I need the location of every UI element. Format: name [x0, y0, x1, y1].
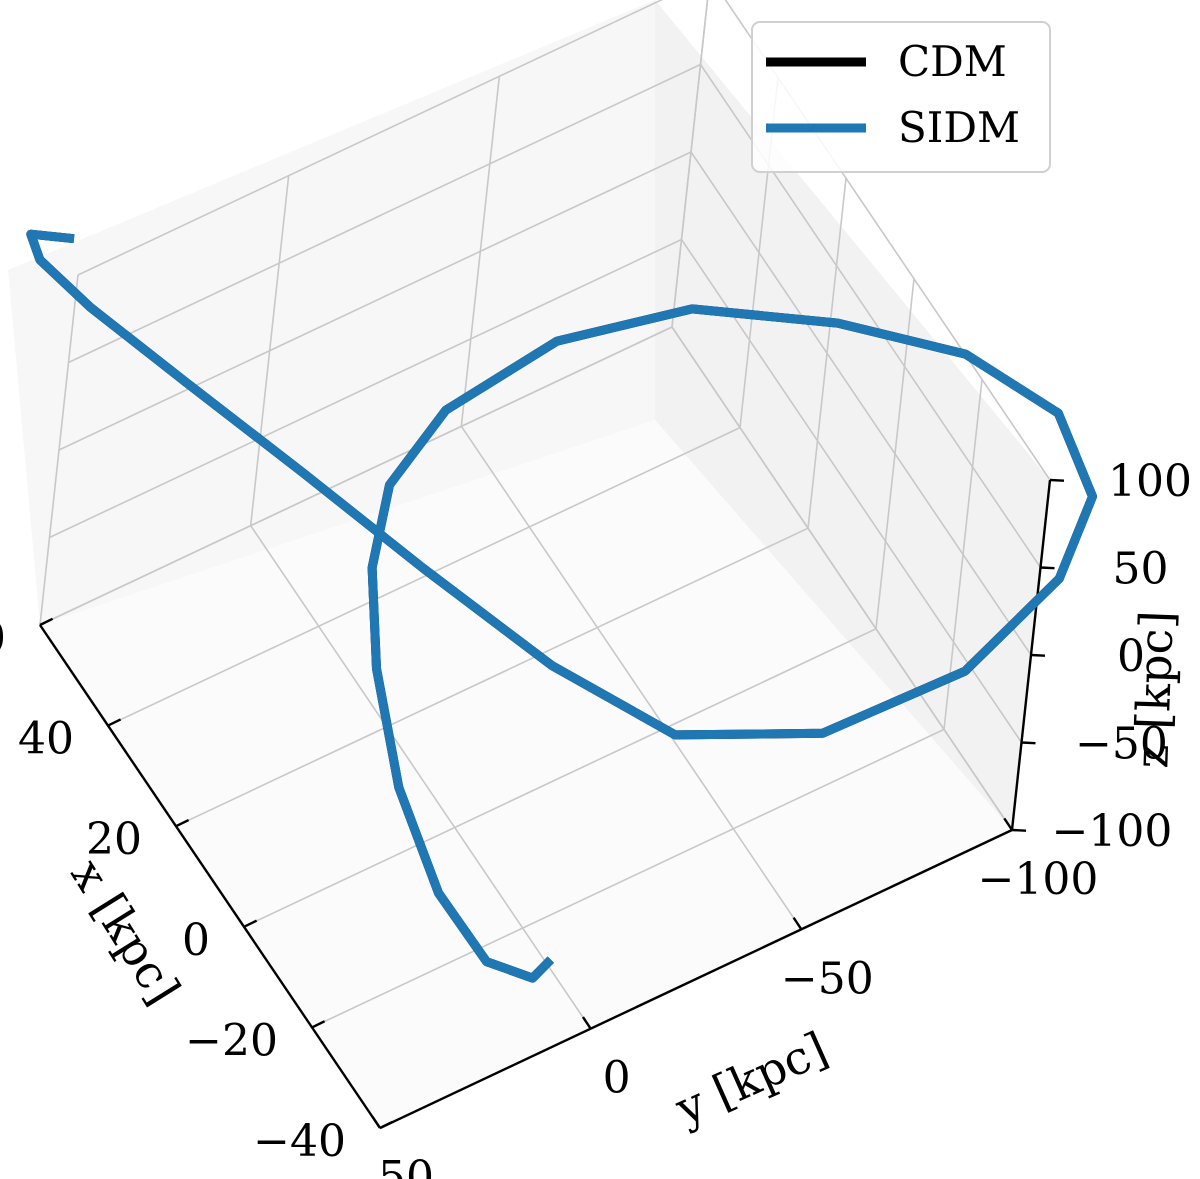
z-tick-mark [1011, 828, 1027, 832]
y-tick-label: −100 [978, 854, 1099, 905]
grid-z-wall-left [58, 151, 692, 451]
y-tick-label: 0 [603, 1053, 631, 1104]
y-tick-mark [792, 917, 803, 930]
z-tick-label: −100 [1052, 806, 1173, 857]
grid-z-wall-left [68, 63, 701, 364]
grid-x-floor [311, 728, 945, 1029]
x-tick-label: −40 [253, 1116, 346, 1167]
z-tick-mark [1049, 478, 1065, 482]
series-lines [26, 229, 1097, 983]
floor-pane [40, 420, 1012, 1128]
x-tick-label: 0 [182, 915, 210, 966]
z-tick-mark [1040, 566, 1055, 570]
grid-x-floor [243, 628, 877, 928]
y-axis-line [379, 828, 1013, 1130]
series-line-sidm [26, 229, 1097, 983]
z-tick-mark [1021, 741, 1036, 745]
x-tick-mark [243, 919, 258, 928]
x-tick-label: 20 [86, 814, 142, 865]
z-axis-label: z [kpc] [1124, 610, 1183, 770]
x-axis-label: x [kpc] [60, 850, 190, 1014]
y-tick-mark [1003, 817, 1014, 831]
z-tick-mark [1030, 653, 1046, 657]
grid-y-floor [250, 525, 592, 1030]
legend-label-sidm: SIDM [898, 103, 1020, 152]
x-tick-label: −20 [185, 1015, 278, 1066]
legend: CDM SIDM [751, 21, 1051, 173]
grid-z-wall-left [49, 238, 682, 539]
legend-label-cdm: CDM [898, 37, 1007, 86]
x-tick-mark [175, 818, 190, 828]
x-tick-label: 40 [18, 714, 74, 765]
x-tick-mark [107, 718, 122, 727]
y-tick-mark [371, 1115, 382, 1129]
x-tick-mark [39, 617, 54, 627]
grid-z-wall-left [39, 326, 673, 626]
grid-z-wall-right [671, 326, 1013, 831]
grid-x-floor [107, 426, 741, 727]
grid-z-wall-right [680, 239, 1023, 743]
grid-x-floor [175, 527, 809, 827]
y-tick-mark [581, 1016, 592, 1030]
back-pane-left [8, 0, 655, 625]
z-tick-label: −50 [1075, 719, 1168, 770]
grid-y-floor [460, 425, 802, 930]
y-tick-label: −50 [781, 953, 874, 1004]
x-axis-line [39, 624, 381, 1129]
z-tick-label: 0 [1117, 631, 1145, 682]
x-tick-mark [379, 1120, 394, 1130]
y-axis-label: y [kpc] [667, 1021, 836, 1136]
z-tick-label: 100 [1108, 456, 1192, 507]
x-tick-mark [311, 1020, 326, 1029]
grid-z-wall-left [77, 0, 664, 276]
z-tick-label: 50 [1113, 544, 1169, 595]
x-tick-label: 60 [0, 613, 6, 664]
grid-z-wall-right [690, 151, 1032, 656]
y-tick-label: 50 [378, 1152, 434, 1179]
tick-labels: −40 −20 0 204060 50 0 −50 −100−100 −50 0 50 100 [0, 456, 1192, 1179]
back-pane-right [655, 0, 1050, 830]
